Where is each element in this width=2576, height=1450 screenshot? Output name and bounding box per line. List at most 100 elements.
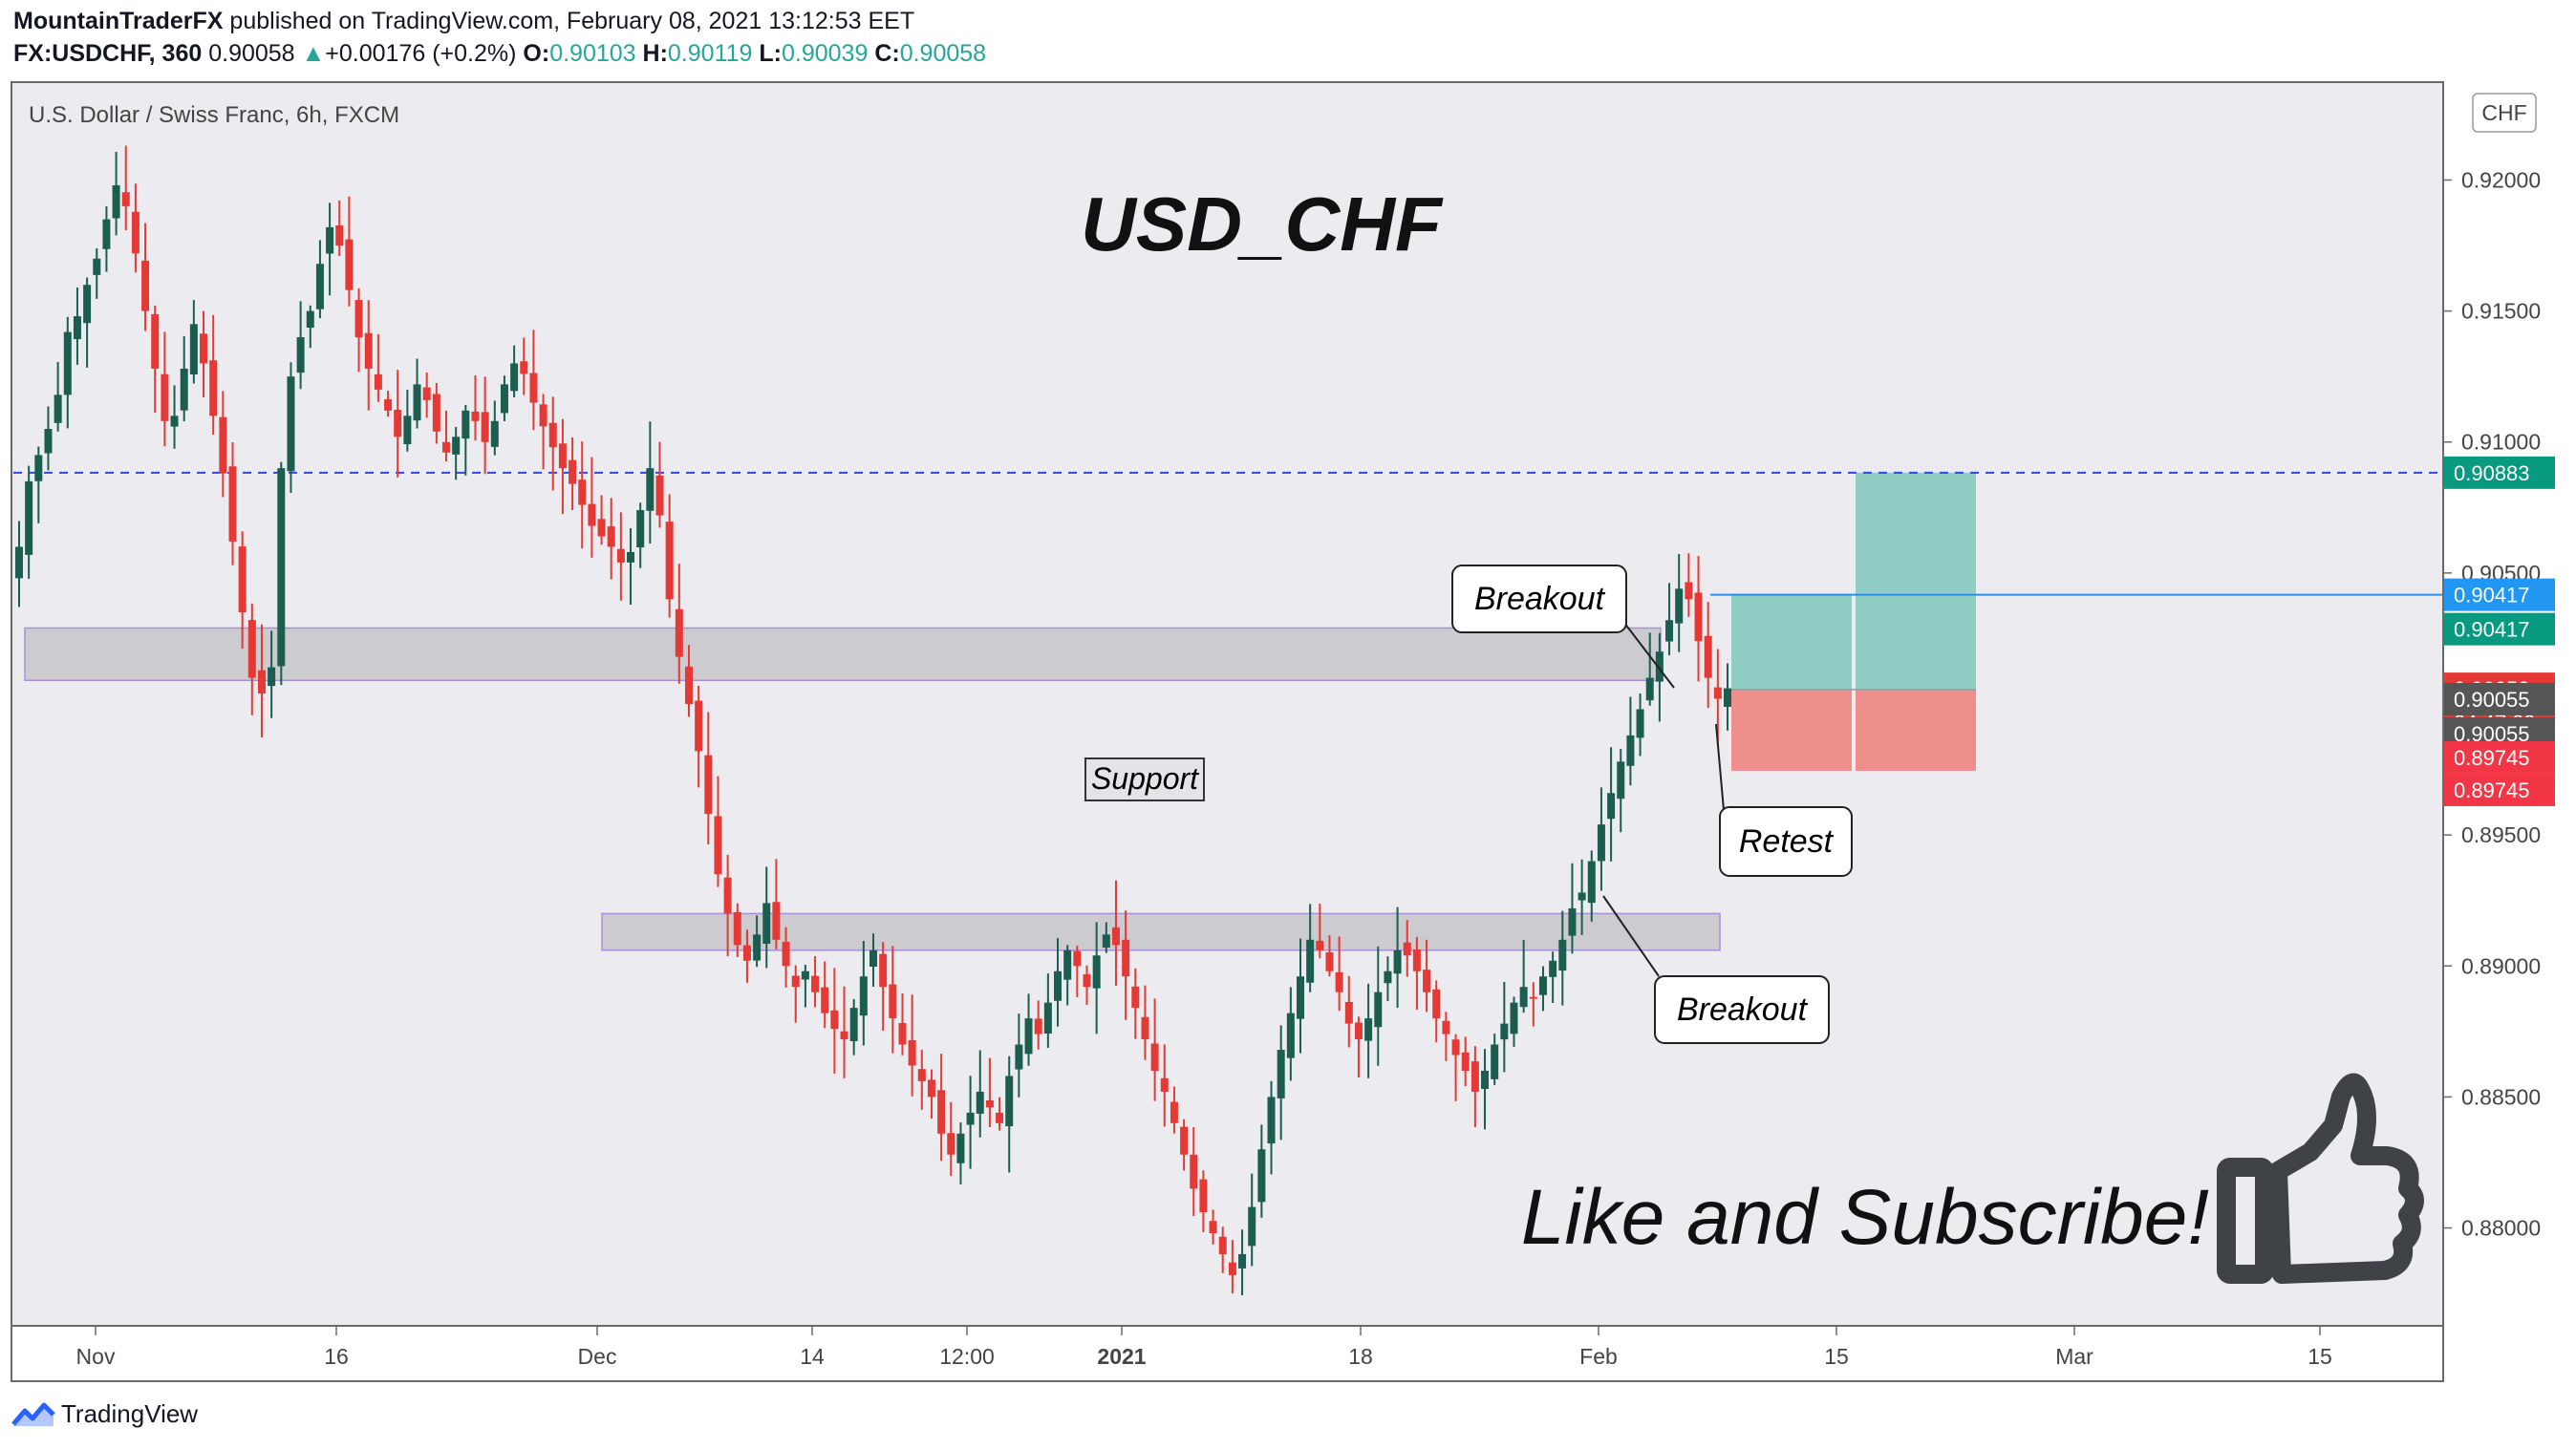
publish-info: MountainTraderFX published on TradingVie… <box>13 8 914 35</box>
candle-body <box>684 666 693 704</box>
candle-body <box>335 224 344 246</box>
candle <box>238 531 247 650</box>
risk-reward-tool[interactable] <box>1731 472 1976 771</box>
candle <box>821 961 829 1029</box>
candle-body <box>830 1010 839 1030</box>
candle <box>1694 556 1703 682</box>
candle <box>34 446 43 523</box>
candle-body <box>1005 1076 1014 1127</box>
candle-body <box>326 226 334 254</box>
candle <box>1306 904 1315 992</box>
low-value: 0.90039 <box>781 40 869 67</box>
candle-body <box>1150 1043 1159 1071</box>
candle-body <box>1170 1101 1178 1123</box>
candle <box>1597 787 1605 891</box>
candle-body <box>917 1069 926 1081</box>
candle <box>209 314 218 436</box>
price-label-text: 0.90883 <box>2454 461 2530 485</box>
author-name[interactable]: MountainTraderFX <box>13 8 224 34</box>
candle-body <box>695 700 703 752</box>
candle <box>1073 946 1082 997</box>
candle-body <box>1694 592 1703 642</box>
candle-body <box>161 373 169 421</box>
candle <box>1034 1000 1042 1050</box>
candle <box>364 300 373 411</box>
candle-body <box>714 816 722 875</box>
candle <box>394 370 402 478</box>
annotation-retest[interactable]: Retest <box>1715 723 1853 877</box>
candle <box>1122 910 1130 1020</box>
candle <box>257 624 266 738</box>
candle <box>646 421 655 544</box>
annotation-support[interactable]: Support <box>1084 757 1205 801</box>
callout-line <box>1623 622 1675 689</box>
candle <box>1092 922 1101 1034</box>
candle-body <box>93 258 101 275</box>
candle <box>403 390 412 452</box>
candle-body <box>500 384 508 414</box>
candle <box>607 498 615 580</box>
candle-body <box>646 468 655 511</box>
currency-badge-box[interactable] <box>2472 93 2537 133</box>
candle-body <box>1209 1221 1217 1234</box>
candle <box>1111 880 1120 987</box>
candle <box>1316 904 1324 959</box>
candle <box>1083 965 1091 1006</box>
x-tick-label: Feb <box>1579 1344 1618 1369</box>
x-tick-label: 2021 <box>1097 1344 1146 1369</box>
published-text: published on TradingView.com, February 0… <box>229 8 915 34</box>
candle <box>141 223 150 331</box>
candle-body <box>1083 974 1091 988</box>
candle-body <box>1316 940 1324 950</box>
candle <box>714 776 722 887</box>
candle-body <box>384 399 393 411</box>
candle <box>627 527 635 606</box>
candle <box>510 345 519 398</box>
annotation-breakout-top[interactable]: Breakout <box>1451 565 1675 689</box>
candle <box>326 203 334 296</box>
price-labels: 0.908830.904170.904170.9005804:47:090.90… <box>2444 456 2555 806</box>
y-tick-label: 0.89000 <box>2461 953 2541 978</box>
candle-body <box>1364 1018 1373 1041</box>
candle-body <box>956 1133 965 1163</box>
candle <box>1160 1044 1169 1127</box>
brand-footer[interactable]: TradingView <box>11 1399 198 1429</box>
candle-body <box>597 519 606 537</box>
x-tick-label: 12:00 <box>939 1344 995 1369</box>
candle <box>345 196 354 307</box>
candle-body <box>1015 1044 1023 1070</box>
price-change: +0.00176 (+0.2%) <box>325 40 517 67</box>
candle-body <box>966 1112 975 1125</box>
candle <box>189 300 198 384</box>
candle <box>762 866 771 969</box>
candle-body <box>840 1031 848 1040</box>
annotation-breakout-bottom[interactable]: Breakout <box>1602 895 1830 1044</box>
cta-text: Like and Subscribe! <box>1521 1174 2209 1261</box>
candle-body <box>54 394 62 423</box>
candle <box>1500 981 1509 1073</box>
candle-body <box>1645 677 1654 701</box>
annotation-text: Breakout <box>1474 581 1606 617</box>
candle-body <box>15 546 23 579</box>
callout-line <box>1715 723 1725 811</box>
candle-body <box>1218 1236 1227 1254</box>
time-axis[interactable] <box>12 1327 2442 1380</box>
candle-body <box>733 911 741 946</box>
candle-body <box>44 429 53 454</box>
candle <box>840 986 848 1078</box>
candle <box>1510 996 1518 1047</box>
high-value: 0.90119 <box>667 40 753 67</box>
candle-body <box>364 332 373 369</box>
candle-body <box>665 522 674 600</box>
candle <box>1470 1046 1479 1128</box>
high-label: H: <box>642 40 668 67</box>
candle-body <box>287 376 295 472</box>
candle-body <box>889 984 897 1019</box>
candle-body <box>520 361 528 374</box>
candle-body <box>1190 1154 1198 1189</box>
candle <box>529 330 538 431</box>
candle-body <box>131 211 140 254</box>
candle-body <box>985 1099 994 1108</box>
candle-body <box>1277 1050 1285 1098</box>
